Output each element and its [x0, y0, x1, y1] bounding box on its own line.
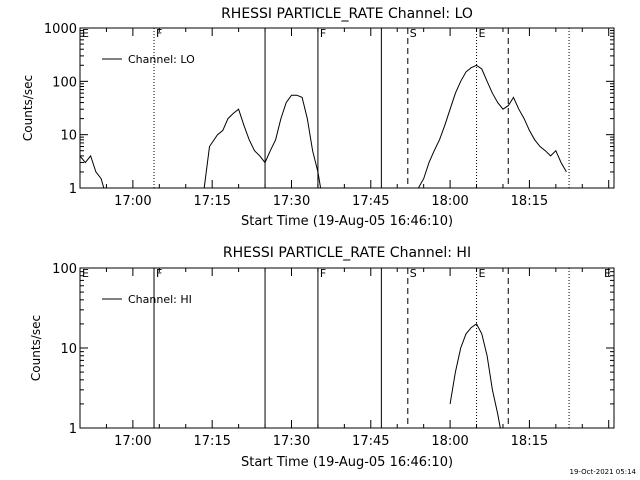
legend-label: Channel: LO [128, 53, 195, 66]
event-marker-label: F [320, 27, 326, 40]
footer-timestamp: 19-Oct-2021 05:14 [570, 468, 637, 476]
series-line [449, 323, 501, 429]
y-axis-label: Counts/sec [21, 75, 35, 141]
x-tick-label: 18:00 [431, 434, 468, 449]
y-tick-label: 10 [60, 129, 77, 144]
edge-label: E [82, 27, 89, 40]
series-line [203, 94, 322, 189]
series-line [417, 64, 567, 189]
x-axis-label: Start Time (19-Aug-05 16:46:10) [241, 214, 453, 229]
chart-title: RHESSI PARTICLE_RATE Channel: HI [223, 245, 471, 261]
event-marker-label: E [479, 267, 486, 280]
y-axis-label: Counts/sec [29, 315, 43, 381]
plot-frame [79, 267, 615, 429]
x-tick-label: 17:30 [273, 434, 310, 449]
y-tick-label: 1 [69, 182, 77, 197]
y-tick-label: 10 [60, 342, 77, 357]
event-marker-label: F [156, 27, 162, 40]
x-tick-label: 17:45 [352, 434, 389, 449]
y-tick-label: 1 [69, 422, 77, 437]
x-tick-label: 17:00 [114, 194, 151, 209]
plot-frame [79, 27, 615, 189]
y-tick-label: 1000 [44, 22, 77, 37]
event-marker-label: S [410, 267, 417, 280]
edge-label: E [604, 267, 611, 280]
x-axis-label: Start Time (19-Aug-05 16:46:10) [241, 455, 453, 470]
legend-label: Channel: HI [128, 293, 192, 306]
panel-hi-channel: RHESSI PARTICLE_RATE Channel: HI Start Ti… [29, 245, 615, 470]
x-tick-label: 18:00 [431, 194, 468, 209]
event-marker-label: F [156, 267, 162, 280]
x-tick-label: 18:15 [511, 434, 548, 449]
x-tick-label: 17:15 [193, 194, 230, 209]
edge-label: E [82, 267, 89, 280]
chart-title: RHESSI PARTICLE_RATE Channel: LO [221, 6, 473, 22]
event-marker-label: S [410, 27, 417, 40]
panel-lo-channel: RHESSI PARTICLE_RATE Channel: LO Start Ti… [21, 6, 615, 229]
x-tick-label: 17:00 [114, 434, 151, 449]
event-marker-label: F [320, 267, 326, 280]
x-tick-label: 17:45 [352, 194, 389, 209]
x-tick-label: 18:15 [511, 194, 548, 209]
series-line [79, 154, 105, 189]
y-tick-label: 100 [52, 75, 77, 90]
x-tick-label: 17:15 [193, 434, 230, 449]
y-tick-label: 100 [52, 262, 77, 277]
x-tick-label: 17:30 [273, 194, 310, 209]
event-marker-label: E [479, 27, 486, 40]
